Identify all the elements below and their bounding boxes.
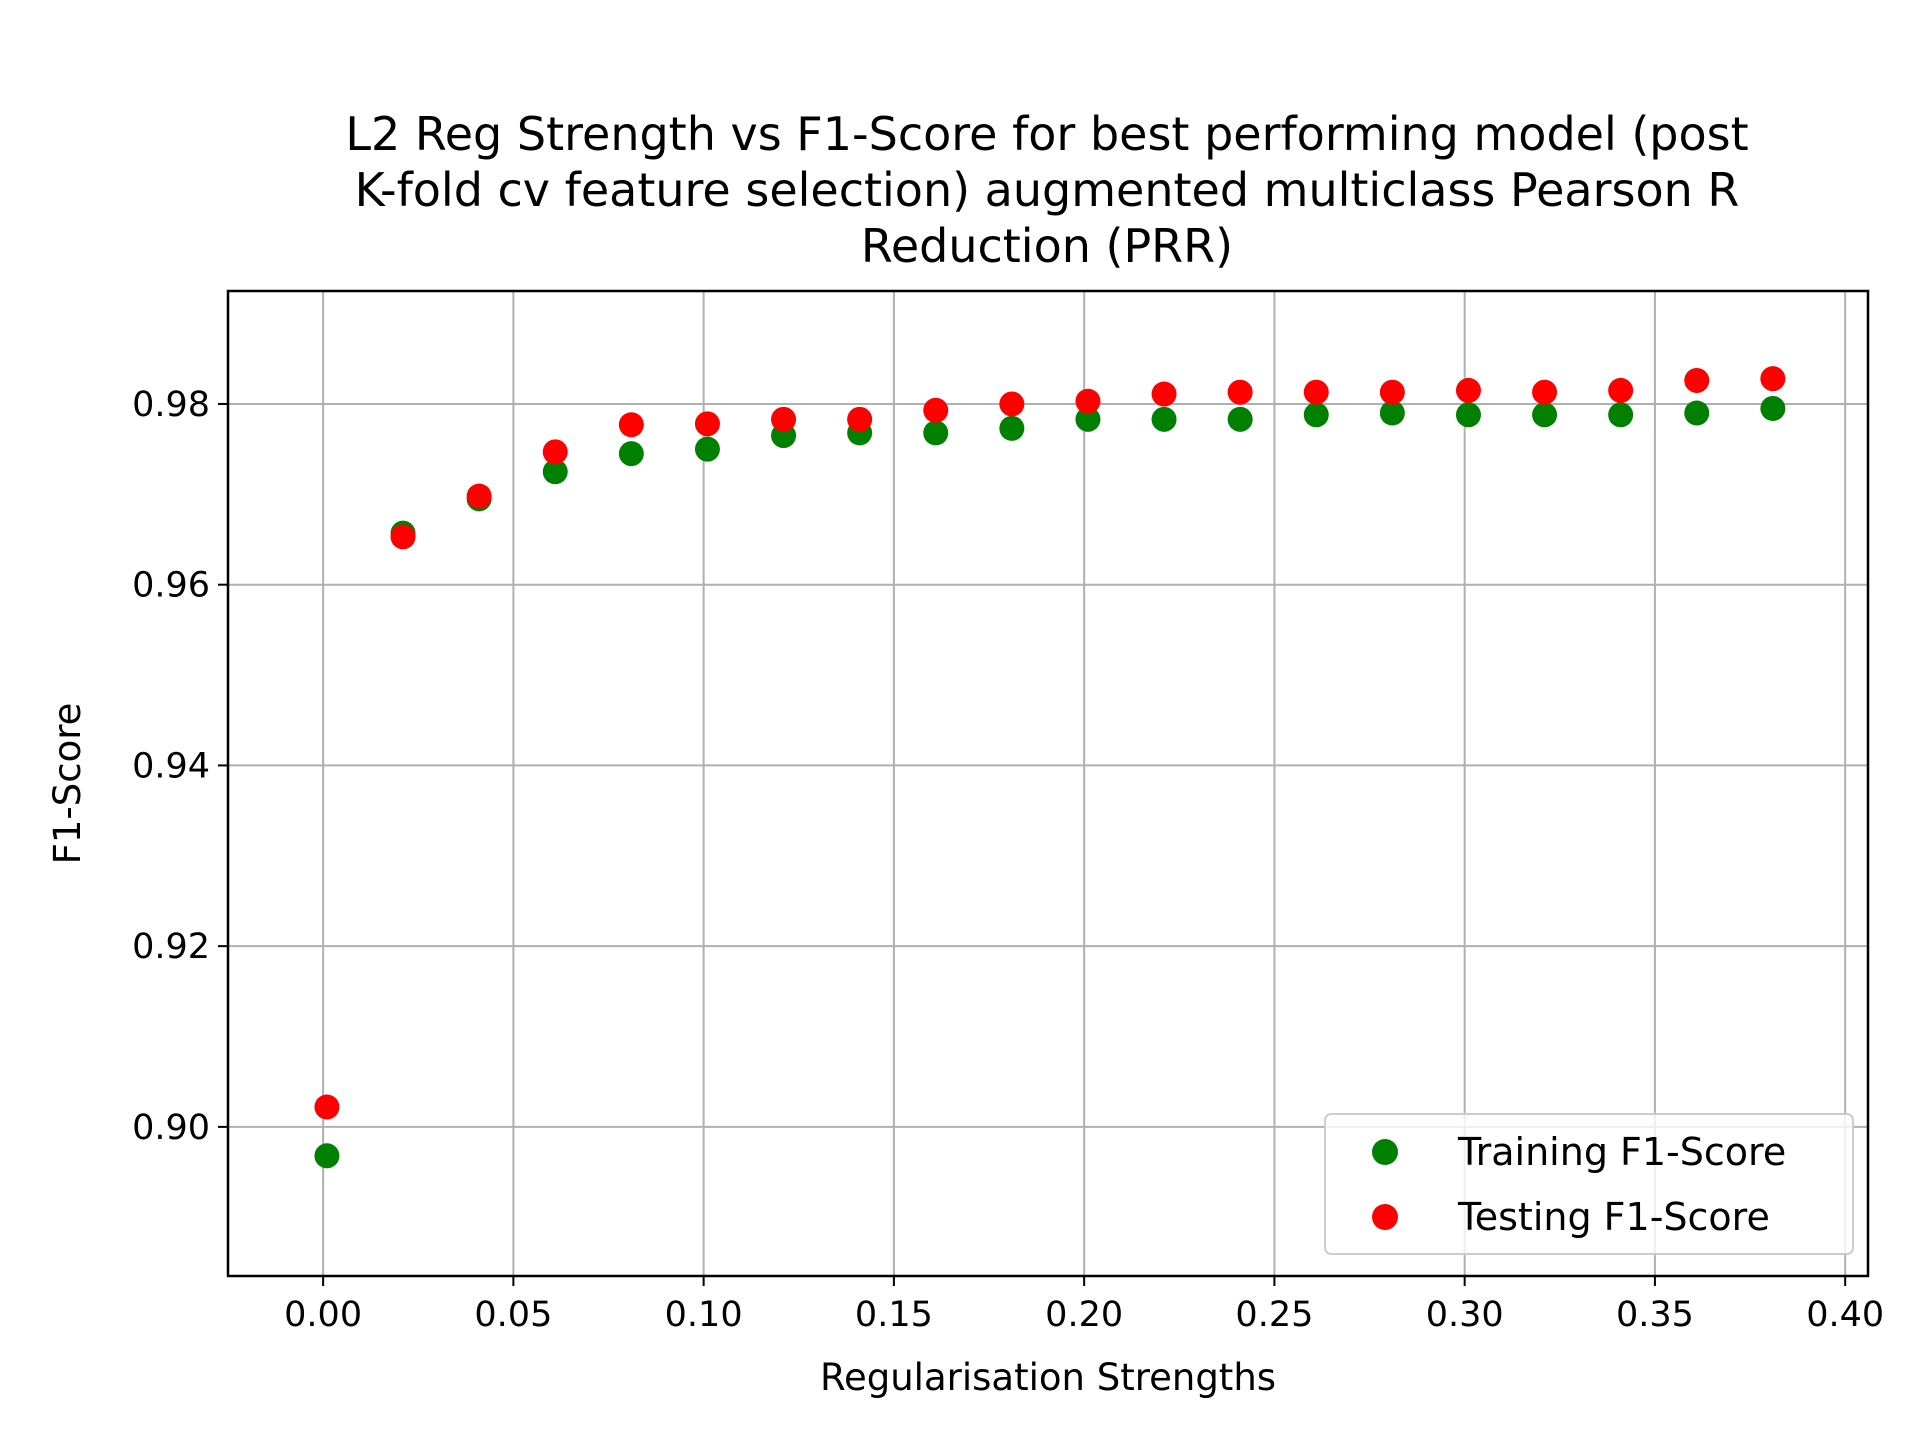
y-tick-label: 0.96	[132, 566, 210, 606]
testing-point	[923, 397, 949, 423]
y-tick-label: 0.94	[132, 746, 210, 786]
testing-point	[542, 439, 568, 465]
training-point	[1379, 400, 1405, 426]
y-axis-label: F1-Score	[46, 703, 89, 865]
legend-box	[1324, 1113, 1854, 1255]
training-point	[314, 1143, 340, 1169]
chart-title-line-1: L2 Reg Strength vs F1-Score for best per…	[345, 107, 1748, 161]
legend-label-testing: Testing F1-Score	[1457, 1195, 1770, 1239]
y-tick-label: 0.92	[132, 927, 210, 967]
testing-point	[390, 524, 416, 550]
x-tick-label: 0.20	[1045, 1295, 1123, 1335]
testing-point	[847, 406, 873, 432]
testing-point	[1760, 366, 1786, 392]
testing-point	[999, 391, 1025, 417]
testing-point	[771, 406, 797, 432]
training-point	[694, 436, 720, 462]
x-tick-label: 0.10	[665, 1295, 743, 1335]
training-point	[999, 415, 1025, 441]
training-point	[923, 420, 949, 446]
training-point	[1608, 402, 1634, 428]
training-point	[542, 459, 568, 485]
testing-point	[1455, 377, 1481, 403]
testing-point	[1608, 377, 1634, 403]
training-point	[1227, 406, 1253, 432]
x-tick-label: 0.35	[1616, 1295, 1694, 1335]
testing-point	[314, 1094, 340, 1120]
legend-marker-testing	[1372, 1204, 1398, 1230]
training-point	[1075, 406, 1101, 432]
testing-point	[466, 483, 492, 509]
training-point	[1760, 395, 1786, 421]
testing-point	[618, 412, 644, 438]
plot-area	[226, 289, 1870, 1278]
data-points	[314, 366, 1786, 1169]
x-axis-label: Regularisation Strengths	[820, 1356, 1276, 1399]
legend-marker-training	[1372, 1139, 1398, 1165]
testing-point	[694, 411, 720, 437]
testing-point	[1684, 367, 1710, 393]
x-tick-label: 0.05	[474, 1295, 552, 1335]
y-tick-label: 0.98	[132, 385, 210, 425]
testing-point	[1151, 381, 1177, 407]
x-tick-label: 0.30	[1426, 1295, 1504, 1335]
legend-label-training: Training F1-Score	[1457, 1130, 1786, 1174]
testing-point	[1532, 379, 1558, 405]
training-point	[1303, 402, 1329, 428]
testing-point	[1303, 379, 1329, 405]
x-tick-label: 0.15	[855, 1295, 933, 1335]
axis-ticks: 0.00 0.05 0.10 0.15 0.20 0.25 0.30 0.35 0.40 0.90…	[132, 385, 1884, 1335]
training-point	[1455, 402, 1481, 428]
training-point	[1151, 406, 1177, 432]
training-point	[618, 441, 644, 467]
y-tick-label: 0.90	[132, 1108, 210, 1148]
training-point	[1532, 402, 1558, 428]
training-point	[1684, 400, 1710, 426]
testing-point	[1227, 379, 1253, 405]
chart-title: L2 Reg Strength vs F1-Score for best per…	[345, 107, 1748, 273]
testing-point	[1379, 379, 1405, 405]
chart-title-line-3: Reduction (PRR)	[861, 219, 1233, 273]
legend: Training F1-Score Testing F1-Score	[1324, 1113, 1854, 1255]
testing-point	[1075, 388, 1101, 414]
x-tick-label: 0.40	[1806, 1295, 1884, 1335]
chart-title-line-2: K-fold cv feature selection) augmented m…	[355, 163, 1740, 217]
x-tick-label: 0.00	[284, 1295, 362, 1335]
x-tick-label: 0.25	[1235, 1295, 1313, 1335]
